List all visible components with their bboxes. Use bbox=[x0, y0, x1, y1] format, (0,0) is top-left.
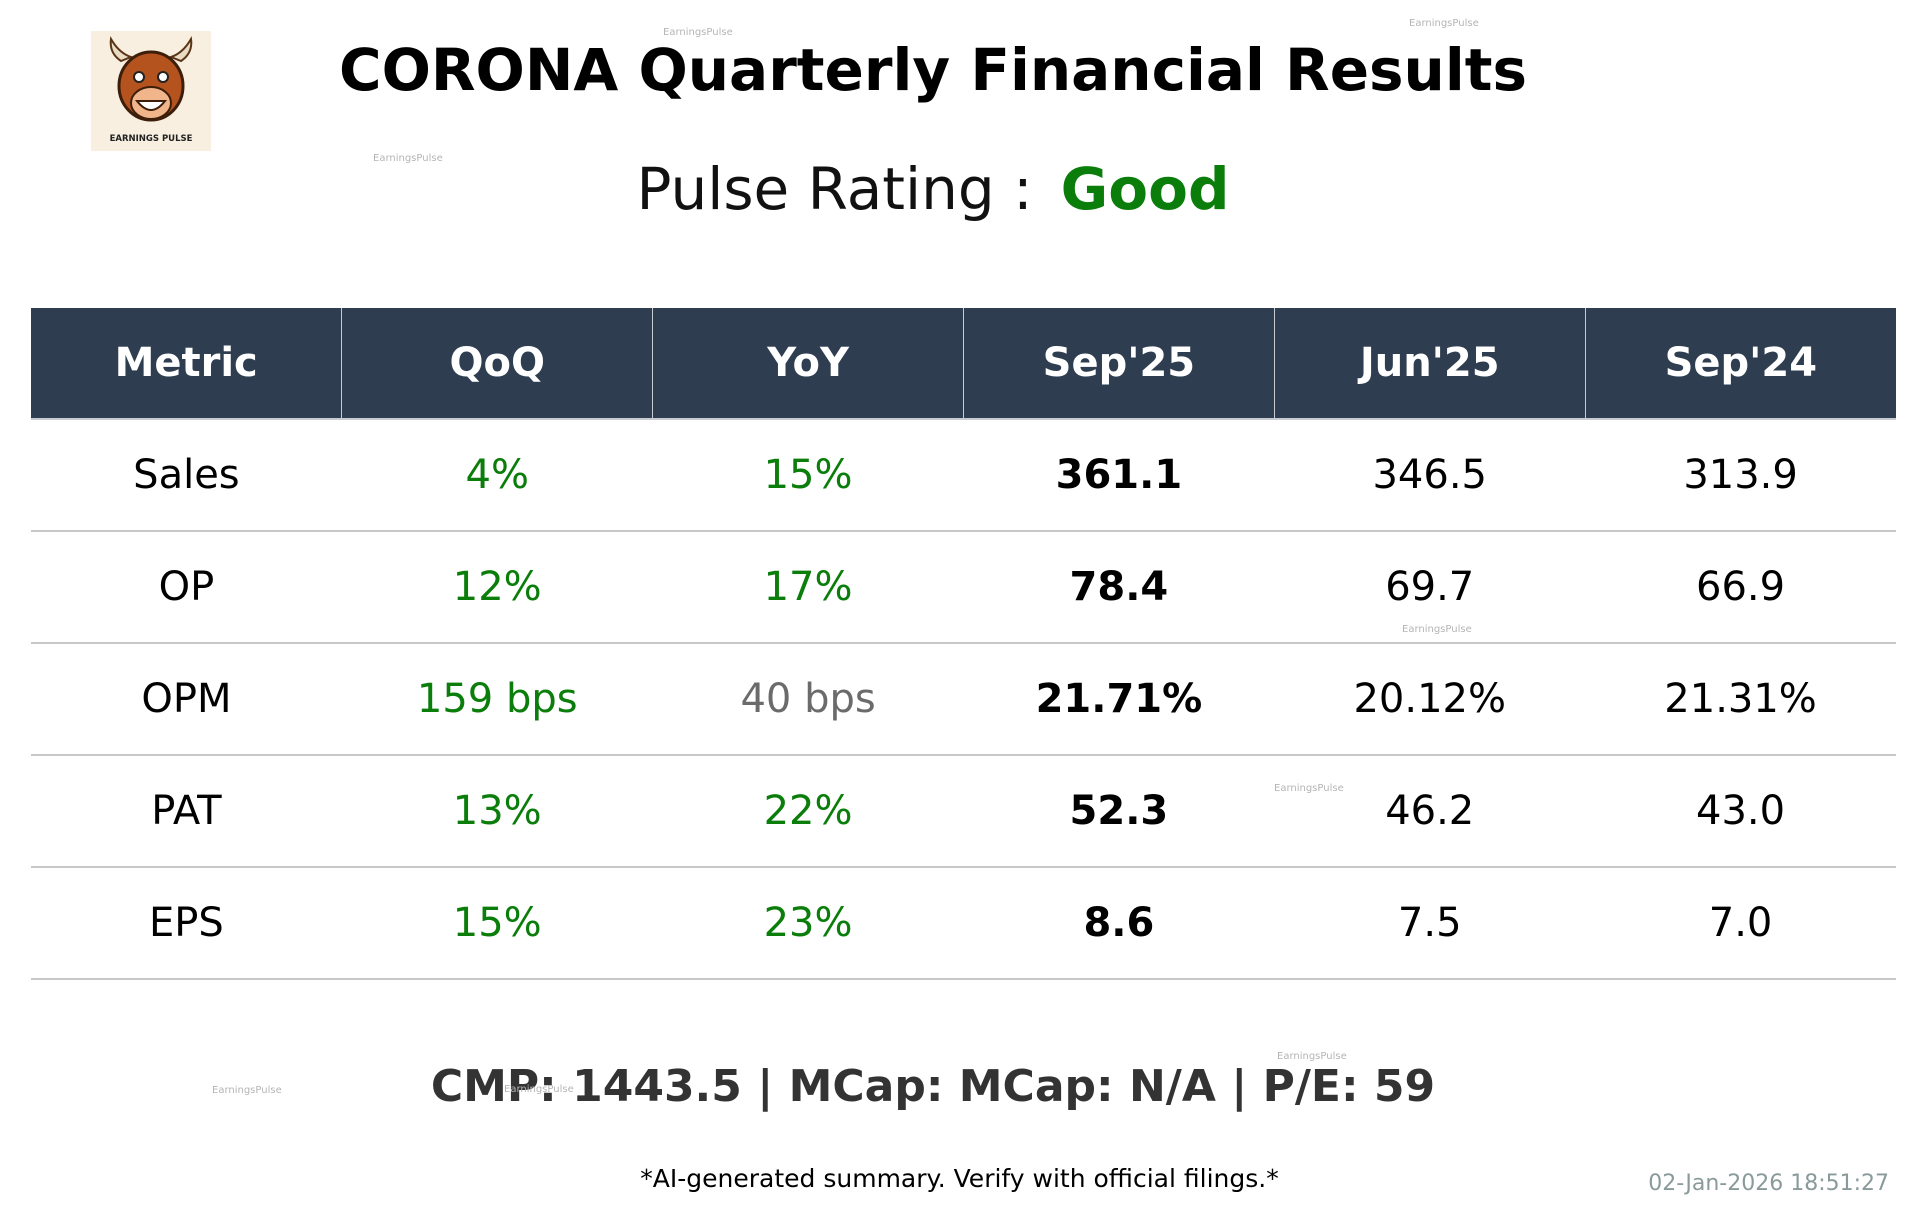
table-cell: 346.5 bbox=[1274, 419, 1586, 532]
watermark: EarningsPulse bbox=[504, 1084, 574, 1095]
column-header: Jun'25 bbox=[1273, 308, 1586, 420]
watermark: EarningsPulse bbox=[663, 27, 733, 38]
table-cell: 21.31% bbox=[1585, 643, 1896, 756]
column-header: Sep'25 bbox=[962, 308, 1275, 420]
table-cell: 46.2 bbox=[1274, 755, 1586, 868]
table-cell: 4% bbox=[341, 419, 653, 532]
logo-text: EARNINGS PULSE bbox=[110, 134, 193, 144]
metric-name: OPM bbox=[31, 643, 342, 756]
column-header: Sep'24 bbox=[1584, 308, 1896, 420]
table-cell: 20.12% bbox=[1274, 643, 1586, 756]
watermark: EarningsPulse bbox=[1277, 1051, 1347, 1062]
rating-label: Pulse Rating : bbox=[636, 155, 1033, 223]
column-header: QoQ bbox=[341, 308, 653, 420]
table-cell: 43.0 bbox=[1585, 755, 1896, 868]
table-cell: 159 bps bbox=[341, 643, 653, 756]
table-row: OPM 159 bps 40 bps 21.71% 20.12% 21.31% bbox=[31, 643, 1896, 756]
column-header: YoY bbox=[652, 308, 964, 420]
table-row: Sales 4% 15% 361.1 346.5 313.9 bbox=[31, 419, 1896, 532]
table-cell: 22% bbox=[652, 755, 964, 868]
table-row: EPS 15% 23% 8.6 7.5 7.0 bbox=[31, 867, 1896, 980]
summary: CMP: 1443.5 | MCap: MCap: N/A | P/E: 59 bbox=[430, 1061, 1436, 1112]
logo: EARNINGS PULSE bbox=[91, 31, 211, 151]
table-cell: 66.9 bbox=[1585, 531, 1896, 644]
table-cell: 15% bbox=[652, 419, 964, 532]
rating: Pulse Rating : Good bbox=[0, 155, 1866, 223]
watermark: EarningsPulse bbox=[1274, 783, 1344, 794]
metric-name: PAT bbox=[31, 755, 342, 868]
timestamp: 02-Jan-2026 18:51:27 bbox=[1648, 1171, 1889, 1196]
table-cell: 40 bps bbox=[652, 643, 964, 756]
table-cell: 78.4 bbox=[963, 531, 1275, 644]
watermark: EarningsPulse bbox=[373, 153, 443, 164]
rating-value: Good bbox=[1060, 155, 1230, 223]
title: CORONA Quarterly Financial Results bbox=[339, 36, 1527, 104]
table-cell: 17% bbox=[652, 531, 964, 644]
watermark: EarningsPulse bbox=[212, 1085, 282, 1096]
table-cell: 21.71% bbox=[963, 643, 1275, 756]
metric-name: EPS bbox=[31, 867, 342, 980]
table-row: PAT 13% 22% 52.3 46.2 43.0 bbox=[31, 755, 1896, 868]
table-row: OP 12% 17% 78.4 69.7 66.9 bbox=[31, 531, 1896, 644]
header-row: Metric QoQ YoY Sep'25 Jun'25 Sep'24 bbox=[31, 308, 1896, 420]
table-cell: 69.7 bbox=[1274, 531, 1586, 644]
table-cell: 52.3 bbox=[963, 755, 1275, 868]
results-table: Metric QoQ YoY Sep'25 Jun'25 Sep'24 Sale… bbox=[31, 308, 1896, 980]
table-cell: 8.6 bbox=[963, 867, 1275, 980]
table-cell: 13% bbox=[341, 755, 653, 868]
column-header: Metric bbox=[31, 308, 342, 420]
metric-name: Sales bbox=[31, 419, 342, 532]
metric-name: OP bbox=[31, 531, 342, 644]
table-cell: 361.1 bbox=[963, 419, 1275, 532]
table-cell: 12% bbox=[341, 531, 653, 644]
watermark: EarningsPulse bbox=[1409, 18, 1479, 29]
table-cell: 23% bbox=[652, 867, 964, 980]
watermark: EarningsPulse bbox=[1402, 624, 1472, 635]
table-cell: 15% bbox=[341, 867, 653, 980]
table-cell: 313.9 bbox=[1585, 419, 1896, 532]
table-cell: 7.0 bbox=[1585, 867, 1896, 980]
table-cell: 7.5 bbox=[1274, 867, 1586, 980]
disclaimer: *AI-generated summary. Verify with offic… bbox=[640, 1164, 1279, 1193]
table-body: Sales 4% 15% 361.1 346.5 313.9 OP 12% 17% 78.4 69.… bbox=[31, 419, 1896, 980]
